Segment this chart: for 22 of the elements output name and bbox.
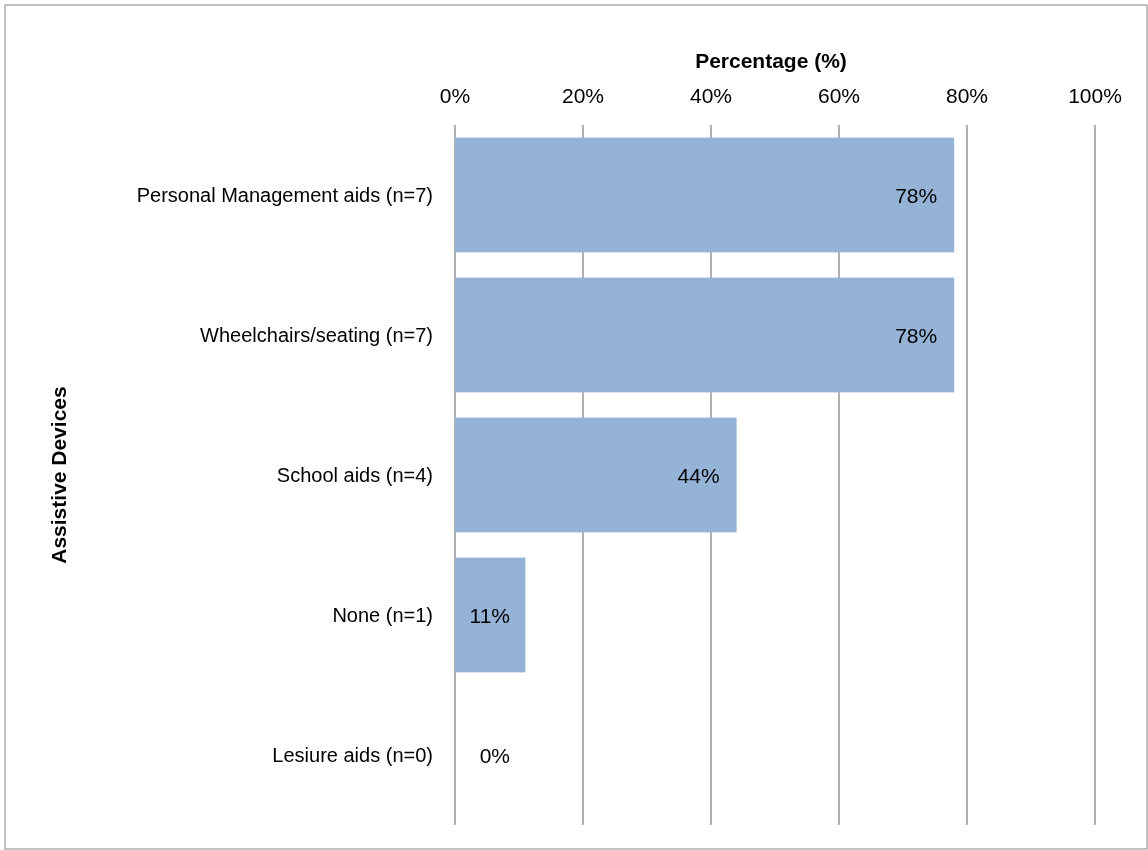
bar [455, 137, 955, 253]
y-tick-label: Personal Management aids (n=7) [136, 184, 433, 206]
bar [455, 417, 737, 533]
x-axis-title: Percentage (%) [695, 49, 847, 72]
x-tick-label: 0% [439, 84, 471, 107]
y-axis-title: Assistive Devices [47, 386, 70, 564]
y-tick-label: School aids (n=4) [276, 464, 433, 486]
data-label: 44% [677, 464, 720, 487]
x-tick-label: 40% [689, 84, 733, 107]
y-tick-label: None (n=1) [332, 604, 433, 626]
x-tick-label: 20% [561, 84, 605, 107]
y-tick-label: Wheelchairs/seating (n=7) [200, 324, 433, 346]
data-label: 0% [479, 744, 510, 767]
bar [455, 557, 526, 673]
x-tick-label: 60% [817, 84, 861, 107]
x-tick-label: 80% [945, 84, 989, 107]
data-label: 78% [895, 184, 938, 207]
y-tick-label: Lesiure aids (n=0) [272, 744, 433, 766]
data-label: 11% [469, 604, 510, 627]
bar [455, 277, 955, 393]
x-tick-label: 100% [1068, 84, 1122, 107]
data-label: 78% [895, 324, 938, 347]
